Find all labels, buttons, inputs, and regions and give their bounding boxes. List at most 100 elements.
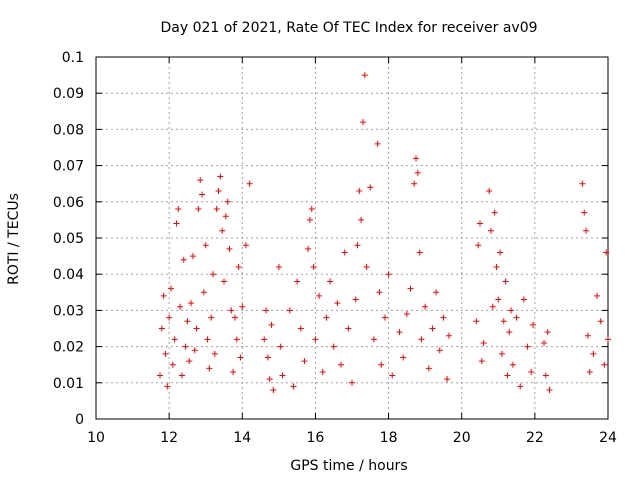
data-point	[363, 263, 370, 270]
data-point	[319, 368, 326, 375]
data-point	[605, 336, 611, 343]
data-point	[590, 350, 597, 357]
data-point	[354, 242, 361, 249]
data-point	[189, 253, 196, 260]
x-tick-label: 10	[87, 430, 105, 446]
data-point	[528, 368, 535, 375]
data-point	[221, 278, 227, 285]
data-point	[231, 314, 238, 321]
data-point	[202, 242, 209, 249]
data-point	[502, 278, 509, 285]
data-point	[308, 206, 315, 213]
data-point	[157, 372, 163, 379]
data-point	[422, 303, 429, 310]
data-point	[509, 361, 516, 368]
data-point	[440, 314, 447, 321]
data-point	[230, 368, 237, 375]
data-point	[294, 278, 301, 285]
data-point	[486, 187, 493, 194]
data-point	[219, 227, 226, 234]
data-point	[195, 206, 202, 213]
data-point	[310, 263, 317, 270]
data-point	[583, 227, 590, 234]
data-point	[261, 336, 268, 343]
data-point	[475, 242, 482, 249]
data-point	[208, 314, 215, 321]
data-point	[180, 256, 187, 263]
data-point	[601, 361, 608, 368]
data-point	[210, 271, 217, 278]
y-tick-label: 0.07	[53, 159, 84, 175]
data-point	[186, 358, 193, 365]
data-point	[429, 325, 436, 332]
data-point	[480, 339, 487, 346]
x-axis-label: GPS time / hours	[290, 458, 407, 474]
y-tick-label: 0.01	[53, 376, 84, 392]
data-point	[171, 336, 178, 343]
data-points	[157, 72, 611, 394]
data-point	[433, 289, 440, 296]
data-point	[235, 263, 242, 270]
data-point	[323, 314, 330, 321]
data-point	[413, 155, 419, 162]
data-point	[411, 180, 418, 187]
x-axis-ticks: 10 12 14 16 18 20 22 24	[87, 57, 617, 446]
data-point	[173, 220, 180, 227]
data-point	[358, 216, 365, 223]
data-point	[478, 358, 485, 365]
data-point	[581, 209, 588, 216]
data-point	[418, 336, 425, 343]
data-point	[162, 350, 169, 357]
data-point	[277, 343, 284, 350]
gridlines	[96, 57, 608, 419]
data-point	[199, 191, 206, 198]
y-tick-label: 0	[75, 412, 84, 428]
y-tick-label: 0.03	[53, 303, 84, 319]
data-point	[330, 343, 337, 350]
data-point	[279, 372, 286, 379]
data-point	[345, 325, 352, 332]
data-point	[334, 300, 341, 307]
data-point	[191, 347, 198, 354]
data-point	[436, 347, 443, 354]
data-point	[597, 318, 604, 325]
data-point	[239, 303, 246, 310]
data-point	[381, 314, 388, 321]
data-point	[520, 296, 527, 303]
data-point	[169, 361, 176, 368]
data-point	[228, 307, 235, 314]
data-point	[389, 372, 396, 379]
data-point	[177, 303, 184, 310]
data-point	[305, 245, 312, 252]
data-point	[301, 358, 308, 365]
data-point	[268, 321, 275, 328]
data-point	[500, 318, 507, 325]
data-point	[506, 329, 513, 336]
data-point	[356, 187, 363, 194]
data-point	[197, 177, 204, 184]
data-point	[579, 180, 586, 187]
data-point	[473, 318, 480, 325]
data-point	[275, 263, 282, 270]
data-point	[477, 220, 483, 227]
data-point	[530, 321, 537, 328]
data-point	[489, 303, 496, 310]
data-point	[224, 198, 231, 205]
y-tick-label: 0.09	[53, 86, 84, 102]
data-point	[290, 383, 297, 390]
y-axis-ticks: 0 0.01 0.02 0.03 0.04 0.05 0.06 0.07 0.08 0.09 0.1	[53, 50, 608, 428]
data-point	[233, 336, 240, 343]
x-tick-label: 20	[453, 430, 471, 446]
data-point	[266, 376, 273, 383]
data-point	[226, 245, 233, 252]
data-point	[493, 263, 500, 270]
data-point	[213, 206, 220, 213]
data-point	[338, 361, 345, 368]
data-point	[498, 350, 505, 357]
data-point	[361, 72, 368, 79]
data-point	[513, 314, 520, 321]
y-tick-label: 0.04	[53, 267, 84, 283]
x-tick-label: 18	[380, 430, 398, 446]
data-point	[160, 292, 167, 299]
